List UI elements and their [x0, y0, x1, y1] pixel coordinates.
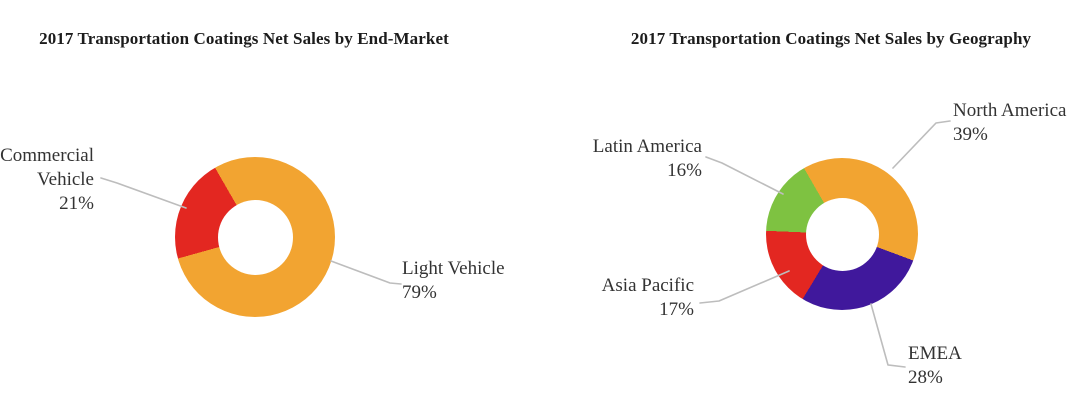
leader-line-emea	[870, 303, 906, 368]
callout-north-america: North America 39%	[953, 99, 1079, 147]
callout-emea: EMEA 28%	[908, 342, 1028, 390]
callout-asia-pacific-label: Asia Pacific	[601, 275, 694, 296]
geography-donut	[766, 158, 918, 310]
end-market-donut	[175, 157, 335, 317]
callout-commercial-vehicle: Commercial Vehicle 21%	[0, 144, 94, 216]
callout-commercial-vehicle-label: Commercial Vehicle	[0, 145, 94, 190]
leader-line-asia-pacific	[699, 270, 790, 304]
callout-latin-america-label: Latin America	[592, 136, 702, 157]
callout-light-vehicle: Light Vehicle 79%	[402, 257, 532, 305]
end-market-chart-title: 2017 Transportation Coatings Net Sales b…	[39, 29, 449, 48]
geography-donut-hole	[805, 197, 879, 271]
callout-north-america-label: North America	[953, 100, 1067, 121]
end-market-donut-hole	[217, 199, 293, 275]
callout-commercial-vehicle-value: 21%	[59, 193, 94, 214]
callout-latin-america-value: 16%	[667, 160, 702, 181]
callout-asia-pacific-value: 17%	[659, 299, 694, 320]
callout-north-america-value: 39%	[953, 124, 988, 145]
callout-emea-label: EMEA	[908, 343, 962, 364]
leader-line-north-america	[892, 120, 951, 169]
callout-light-vehicle-label: Light Vehicle	[402, 258, 505, 279]
geography-chart-title: 2017 Transportation Coatings Net Sales b…	[630, 29, 1032, 48]
callout-latin-america: Latin America 16%	[572, 135, 702, 183]
callout-light-vehicle-value: 79%	[402, 282, 437, 303]
callout-asia-pacific: Asia Pacific 17%	[564, 274, 694, 322]
leader-line-light-vehicle	[330, 260, 402, 285]
leader-line-latin-america	[705, 156, 784, 195]
callout-emea-value: 28%	[908, 367, 943, 388]
leader-line-commercial-vehicle	[100, 177, 187, 209]
